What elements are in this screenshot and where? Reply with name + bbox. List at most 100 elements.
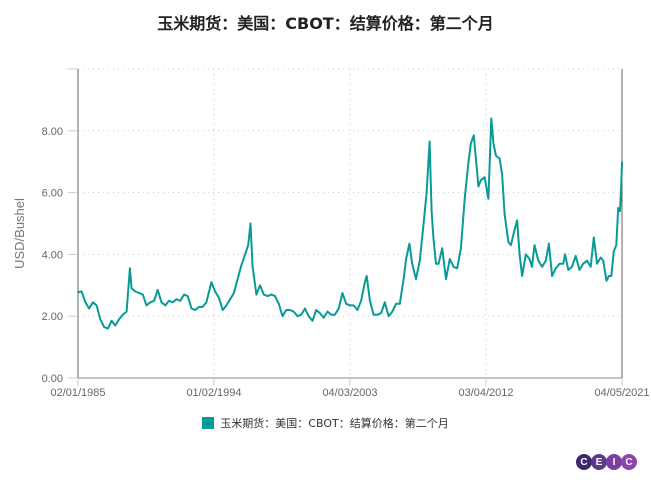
data-point xyxy=(456,267,458,270)
x-tick-label: 02/01/1985 xyxy=(50,387,105,399)
data-point xyxy=(492,142,495,144)
data-point xyxy=(289,309,291,311)
data-point xyxy=(138,292,140,294)
data-point xyxy=(448,258,451,260)
data-point xyxy=(554,267,557,270)
data-point xyxy=(285,309,288,311)
data-point xyxy=(501,173,503,175)
data-point xyxy=(428,140,431,143)
data-point xyxy=(352,304,355,307)
data-point xyxy=(118,318,120,321)
data-point xyxy=(122,313,124,316)
data-point xyxy=(236,278,239,280)
data-point xyxy=(402,278,405,280)
data-point xyxy=(398,303,401,305)
y-tick-label: 8.00 xyxy=(42,126,63,138)
data-point xyxy=(255,293,258,296)
data-point xyxy=(186,295,189,297)
data-point xyxy=(110,320,113,322)
data-point xyxy=(141,293,144,296)
series xyxy=(77,117,623,330)
data-point xyxy=(387,315,390,318)
data-point xyxy=(582,262,585,265)
data-point xyxy=(537,259,540,262)
data-point xyxy=(247,244,249,246)
data-point xyxy=(574,255,577,257)
data-point xyxy=(621,160,623,163)
data-point xyxy=(518,253,521,256)
data-point xyxy=(259,284,261,287)
data-point xyxy=(470,142,472,144)
data-point xyxy=(77,291,79,293)
y-tick-label: 0.00 xyxy=(42,373,63,385)
data-point xyxy=(292,310,295,313)
axes: 0.00 2.00 4.00 6.00 8.00 02/01/1985 01/02/1994… xyxy=(12,68,650,399)
data-point xyxy=(605,279,608,282)
data-point xyxy=(620,185,623,188)
data-point xyxy=(304,307,306,310)
data-point xyxy=(326,310,329,313)
data-point xyxy=(510,244,512,246)
data-point xyxy=(84,301,87,304)
data-point xyxy=(483,176,486,178)
data-point xyxy=(149,301,152,304)
data-point xyxy=(490,117,493,120)
data-point xyxy=(521,275,523,277)
data-point xyxy=(365,275,368,277)
data-point xyxy=(607,275,610,277)
data-point xyxy=(533,244,536,246)
data-point xyxy=(525,253,527,256)
data-point xyxy=(345,303,347,305)
legend: 玉米期货：美国：CBOT：结算价格：第二个月 xyxy=(0,415,651,431)
data-point xyxy=(531,265,533,268)
data-point xyxy=(233,292,235,294)
data-point xyxy=(578,269,581,271)
data-point xyxy=(376,313,379,316)
data-point xyxy=(415,278,417,280)
data-point xyxy=(281,315,284,318)
data-point xyxy=(221,309,224,311)
data-point xyxy=(337,307,340,310)
data-point xyxy=(480,179,482,182)
data-point xyxy=(103,326,105,328)
data-point xyxy=(322,316,325,319)
data-point xyxy=(125,310,128,313)
grid xyxy=(77,68,623,378)
data-point xyxy=(503,213,506,216)
data-point xyxy=(205,301,208,304)
data-point xyxy=(544,259,547,262)
data-point xyxy=(130,287,133,290)
data-point xyxy=(201,306,204,308)
data-point xyxy=(129,267,131,270)
data-point xyxy=(175,298,178,301)
data-point xyxy=(244,253,246,256)
data-point xyxy=(435,262,437,265)
logo-letter: I xyxy=(606,454,622,470)
data-point xyxy=(80,290,83,293)
data-point xyxy=(171,301,174,304)
data-point xyxy=(548,242,550,245)
data-point xyxy=(395,303,397,305)
data-point xyxy=(551,275,553,277)
logo-letter: C xyxy=(621,454,637,470)
data-point xyxy=(528,258,531,260)
data-point xyxy=(487,197,490,200)
data-point xyxy=(437,262,440,265)
data-point xyxy=(617,207,620,209)
data-point xyxy=(408,242,411,245)
data-point xyxy=(277,303,280,305)
data-point xyxy=(225,304,228,307)
data-point xyxy=(349,304,351,307)
data-point xyxy=(411,262,414,265)
logo-letter: C xyxy=(576,454,592,470)
data-point xyxy=(356,309,359,311)
legend-label: 玉米期货：美国：CBOT：结算价格：第二个月 xyxy=(220,417,449,430)
data-point xyxy=(183,293,185,296)
y-tick-label: 4.00 xyxy=(42,249,63,261)
data-point xyxy=(300,313,303,316)
data-point xyxy=(114,324,117,327)
data-point xyxy=(541,265,543,268)
data-point xyxy=(88,307,90,310)
